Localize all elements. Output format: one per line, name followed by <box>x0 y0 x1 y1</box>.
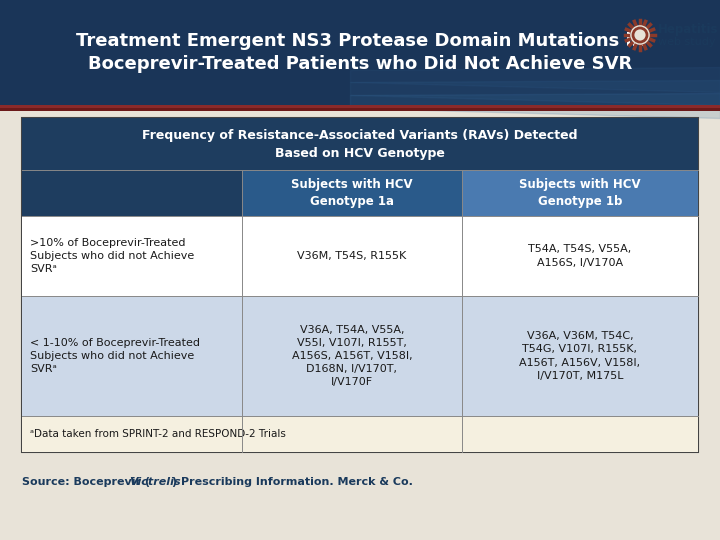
Bar <box>0 105 720 108</box>
Text: web study: web study <box>658 37 716 47</box>
Text: ᵃData taken from SPRINT-2 and RESPOND-2 Trials: ᵃData taken from SPRINT-2 and RESPOND-2 … <box>30 429 286 439</box>
Text: Victrelis: Victrelis <box>129 477 181 487</box>
Bar <box>22 118 698 170</box>
Text: V36M, T54S, R155K: V36M, T54S, R155K <box>297 251 407 261</box>
Bar <box>22 296 698 416</box>
Bar <box>22 216 698 296</box>
Circle shape <box>631 26 649 44</box>
Text: V36A, T54A, V55A,
V55I, V107I, R155T,
A156S, A156T, V158I,
D168N, I/V170T,
I/V17: V36A, T54A, V55A, V55I, V107I, R155T, A1… <box>292 325 413 387</box>
Text: T54A, T54S, V55A,
A156S, I/V170A: T54A, T54S, V55A, A156S, I/V170A <box>528 245 631 268</box>
Text: Subjects with HCV
Genotype 1b: Subjects with HCV Genotype 1b <box>519 178 641 208</box>
Bar <box>22 118 698 452</box>
Text: >10% of Boceprevir-Treated
Subjects who did not Achieve
SVRᵃ: >10% of Boceprevir-Treated Subjects who … <box>30 238 194 274</box>
Text: V36A, V36M, T54C,
T54G, V107I, R155K,
A156T, A156V, V158I,
I/V170T, M175L: V36A, V36M, T54C, T54G, V107I, R155K, A1… <box>519 331 641 381</box>
Bar <box>0 108 720 111</box>
Text: Boceprevir-Treated Patients who Did Not Achieve SVR: Boceprevir-Treated Patients who Did Not … <box>88 55 632 73</box>
Bar <box>22 170 242 216</box>
Bar <box>242 170 462 216</box>
Text: Treatment Emergent NS3 Protease Domain Mutations in: Treatment Emergent NS3 Protease Domain M… <box>76 32 644 50</box>
Text: Source: Boceprevir (: Source: Boceprevir ( <box>22 477 150 487</box>
Bar <box>22 416 698 452</box>
Bar <box>0 0 720 108</box>
Text: < 1-10% of Boceprevir-Treated
Subjects who did not Achieve
SVRᵃ: < 1-10% of Boceprevir-Treated Subjects w… <box>30 338 200 374</box>
Bar <box>462 170 698 216</box>
Text: Hepatitis: Hepatitis <box>658 23 719 36</box>
Text: Frequency of Resistance-Associated Variants (RAVs) Detected
Based on HCV Genotyp: Frequency of Resistance-Associated Varia… <box>143 129 577 159</box>
Text: Subjects with HCV
Genotype 1a: Subjects with HCV Genotype 1a <box>291 178 413 208</box>
Text: ) Prescribing Information. Merck & Co.: ) Prescribing Information. Merck & Co. <box>172 477 413 487</box>
